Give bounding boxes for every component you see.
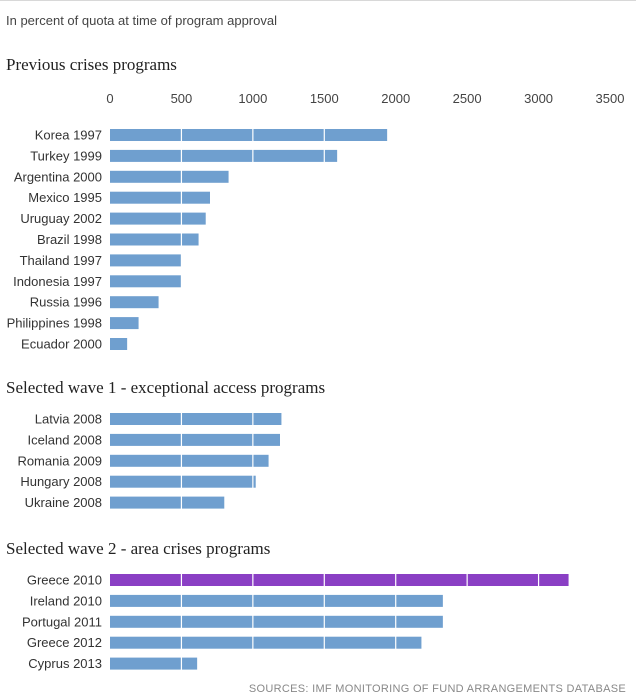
chart-subtitle: In percent of quota at time of program a… — [6, 13, 277, 28]
category-label: Portugal 2011 — [22, 614, 102, 629]
top-rule — [0, 0, 636, 1]
category-label: Russia 1996 — [30, 295, 102, 310]
bar — [110, 233, 199, 246]
bar — [110, 657, 198, 670]
bar — [110, 149, 338, 162]
section-title: Selected wave 1 - exceptional access pro… — [6, 378, 325, 397]
source-note: SOURCES: IMF MONITORING OF FUND ARRANGEM… — [249, 683, 626, 695]
bar — [110, 454, 269, 467]
category-label: Mexico 1995 — [28, 190, 102, 205]
section-title: Previous crises programs — [6, 55, 177, 74]
x-tick-label: 2500 — [453, 91, 482, 106]
category-label: Iceland 2008 — [28, 432, 102, 447]
bar — [110, 275, 182, 288]
x-tick-label: 1000 — [238, 91, 267, 106]
category-label: Greece 2010 — [27, 573, 102, 588]
bar — [110, 129, 388, 141]
section-title: Selected wave 2 - area crises programs — [6, 539, 270, 558]
category-label: Indonesia 1997 — [13, 274, 102, 289]
category-label: Romania 2009 — [17, 453, 102, 468]
category-label: Uruguay 2002 — [20, 211, 102, 226]
category-label: Greece 2012 — [27, 635, 102, 650]
bar — [110, 296, 159, 309]
bar — [110, 170, 229, 183]
x-tick-label: 0 — [106, 91, 113, 106]
x-tick-label: 500 — [171, 91, 193, 106]
bar — [110, 191, 210, 204]
x-tick-label: 2000 — [381, 91, 410, 106]
category-label: Turkey 1999 — [30, 148, 102, 163]
category-label: Hungary 2008 — [20, 474, 102, 489]
bar — [110, 338, 128, 350]
category-label: Cyprus 2013 — [28, 656, 102, 671]
bar — [110, 212, 206, 225]
x-tick-label: 3000 — [524, 91, 553, 106]
category-label: Korea 1997 — [35, 128, 102, 143]
category-label: Ukraine 2008 — [25, 495, 102, 510]
bar-highlight — [110, 574, 569, 586]
bar — [110, 496, 225, 509]
bar — [110, 475, 256, 488]
x-tick-label: 3500 — [596, 91, 625, 106]
category-label: Ireland 2010 — [30, 593, 102, 608]
bar — [110, 433, 280, 446]
category-label: Brazil 1998 — [37, 232, 102, 247]
bar — [110, 636, 422, 649]
bar — [110, 317, 139, 330]
bar — [110, 594, 443, 607]
category-label: Philippines 1998 — [7, 316, 102, 331]
bar — [110, 413, 282, 425]
category-label: Ecuador 2000 — [21, 337, 102, 352]
bar — [110, 615, 443, 628]
x-tick-label: 1500 — [310, 91, 339, 106]
category-label: Argentina 2000 — [14, 169, 102, 184]
bar — [110, 254, 182, 267]
category-label: Thailand 1997 — [20, 253, 102, 268]
category-label: Latvia 2008 — [35, 412, 102, 427]
